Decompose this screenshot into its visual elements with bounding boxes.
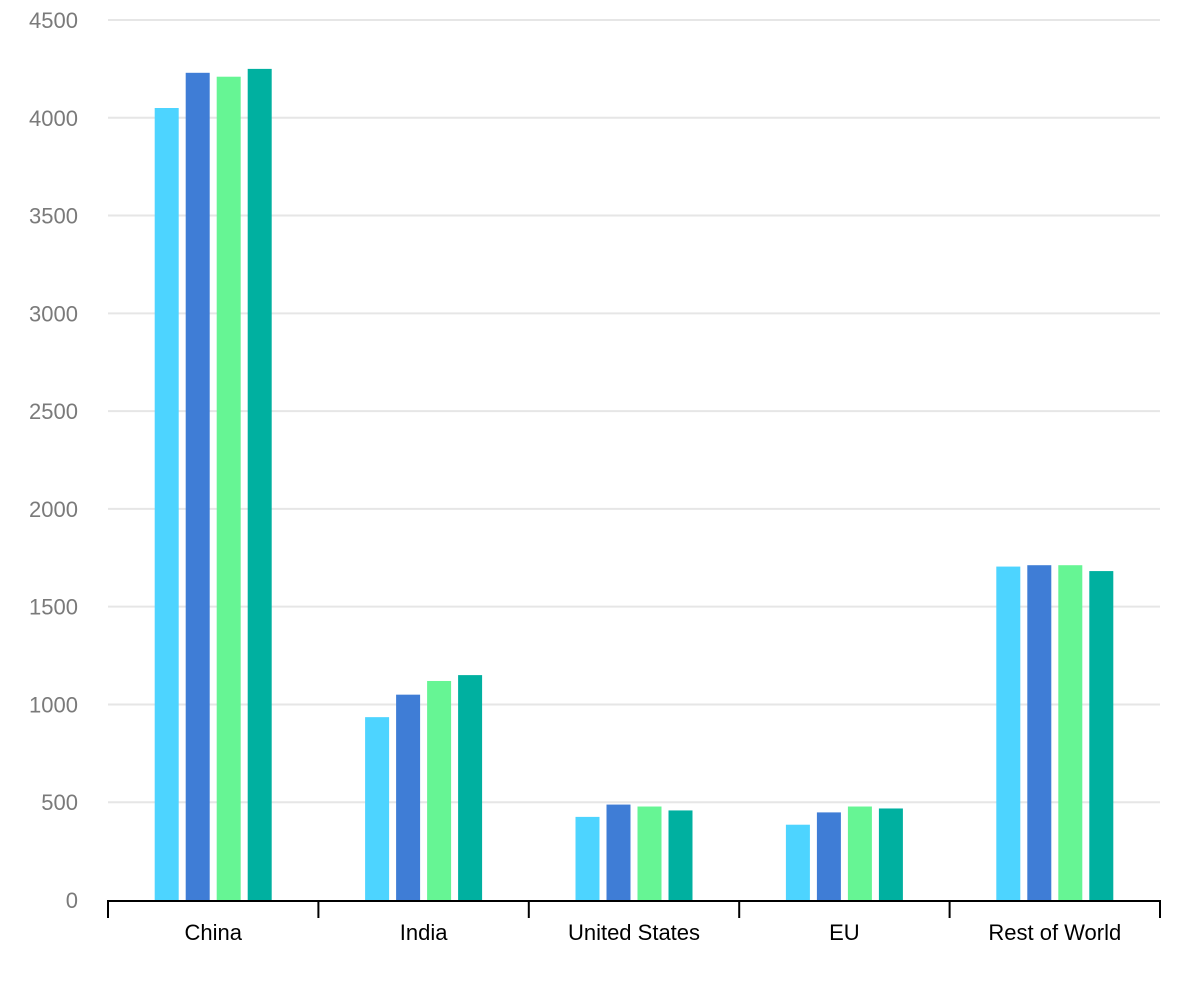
y-tick-label: 1500 — [29, 595, 78, 620]
bar — [396, 694, 421, 900]
bar — [816, 812, 841, 900]
bar — [668, 810, 693, 900]
bar — [575, 816, 600, 900]
x-tick-label: United States — [568, 920, 700, 945]
bar — [1058, 565, 1083, 900]
bar — [185, 72, 210, 901]
y-tick-label: 2000 — [29, 497, 78, 522]
x-axis-tick-labels: China India United States EU Rest of World — [184, 920, 1121, 945]
y-tick-label: 3500 — [29, 204, 78, 229]
bar — [154, 108, 179, 900]
bar — [1089, 571, 1114, 900]
bar — [878, 808, 903, 900]
x-axis — [107, 900, 1161, 918]
bar — [637, 806, 662, 900]
y-tick-label: 0 — [66, 888, 78, 913]
y-tick-label: 500 — [41, 790, 78, 815]
bar — [785, 824, 810, 900]
y-gridlines — [108, 19, 1160, 804]
x-tick-label: EU — [829, 920, 860, 945]
bar — [247, 68, 272, 900]
y-axis-tick-labels: 0 500 1000 1500 2000 2500 3000 3500 4000 4500 — [29, 8, 78, 913]
x-tick-label: China — [184, 920, 242, 945]
y-tick-label: 4000 — [29, 106, 78, 131]
y-tick-label: 4500 — [29, 8, 78, 33]
x-tick-label: Rest of World — [988, 920, 1121, 945]
bar — [606, 804, 631, 900]
bar — [458, 675, 483, 900]
y-tick-label: 1000 — [29, 692, 78, 717]
bar — [996, 566, 1021, 900]
bar — [427, 680, 452, 900]
bar — [216, 76, 241, 900]
y-tick-label: 3000 — [29, 301, 78, 326]
bars — [154, 68, 1114, 901]
x-tick-label: India — [400, 920, 448, 945]
bar — [847, 806, 872, 900]
bar — [365, 717, 390, 900]
y-tick-label: 2500 — [29, 399, 78, 424]
bar — [1027, 565, 1052, 900]
